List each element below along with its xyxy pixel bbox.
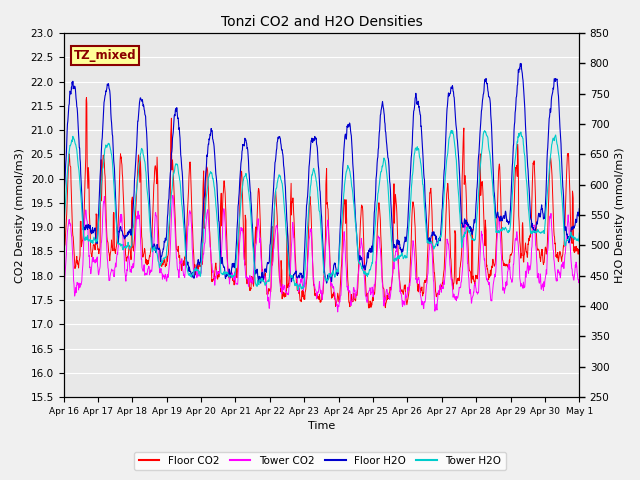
Floor H2O: [232, 249, 240, 255]
Legend: Floor CO2, Tower CO2, Floor H2O, Tower H2O: Floor CO2, Tower CO2, Floor H2O, Tower H…: [134, 452, 506, 470]
Floor CO2: [402, 294, 410, 300]
Tower H2O: [469, 237, 477, 243]
Line: Floor H2O: Floor H2O: [63, 63, 579, 283]
Tower CO2: [162, 273, 170, 278]
Tower CO2: [575, 277, 583, 283]
Y-axis label: CO2 Density (mmol/m3): CO2 Density (mmol/m3): [15, 147, 25, 283]
Floor CO2: [365, 305, 372, 311]
Floor CO2: [83, 95, 90, 100]
Tower CO2: [334, 309, 342, 315]
Floor H2O: [257, 280, 264, 286]
Floor CO2: [162, 262, 170, 267]
Tower CO2: [515, 250, 522, 256]
Tower H2O: [515, 131, 522, 136]
Floor CO2: [515, 213, 522, 218]
Tower H2O: [447, 128, 455, 133]
Tower H2O: [162, 255, 170, 261]
Floor CO2: [232, 267, 240, 273]
Tower CO2: [469, 293, 477, 299]
Tower H2O: [294, 287, 302, 293]
Floor H2O: [60, 204, 67, 210]
Floor H2O: [515, 67, 522, 72]
Floor H2O: [174, 115, 182, 121]
Tower CO2: [169, 192, 177, 198]
Title: Tonzi CO2 and H2O Densities: Tonzi CO2 and H2O Densities: [221, 15, 422, 29]
Floor CO2: [60, 253, 67, 259]
Y-axis label: H2O Density (mmol/m3): H2O Density (mmol/m3): [615, 147, 625, 283]
Floor H2O: [516, 60, 524, 66]
Tower H2O: [174, 168, 182, 174]
Tower H2O: [60, 228, 67, 234]
Tower CO2: [175, 272, 182, 278]
Floor H2O: [162, 237, 170, 243]
Floor H2O: [469, 228, 477, 234]
Line: Floor CO2: Floor CO2: [63, 97, 579, 308]
Tower H2O: [232, 262, 240, 268]
Floor CO2: [175, 249, 182, 255]
Tower H2O: [575, 230, 583, 236]
Floor H2O: [402, 235, 410, 241]
Tower CO2: [402, 294, 410, 300]
Line: Tower CO2: Tower CO2: [63, 195, 579, 312]
Floor CO2: [469, 273, 477, 279]
Floor CO2: [575, 249, 583, 254]
Floor H2O: [575, 206, 583, 212]
Tower CO2: [232, 281, 240, 287]
Line: Tower H2O: Tower H2O: [63, 131, 579, 290]
Tower CO2: [60, 278, 67, 284]
Text: TZ_mixed: TZ_mixed: [74, 49, 136, 62]
X-axis label: Time: Time: [308, 421, 335, 432]
Tower H2O: [402, 254, 410, 260]
